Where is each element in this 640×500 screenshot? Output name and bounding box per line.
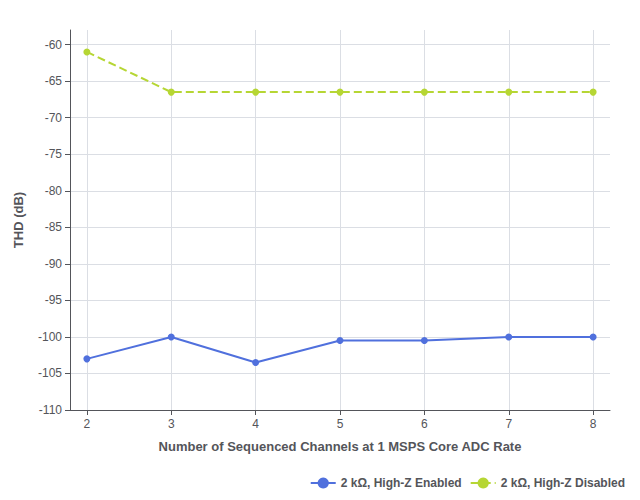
svg-text:-110: -110: [39, 403, 62, 417]
svg-text:-100: -100: [38, 330, 62, 344]
svg-text:2: 2: [84, 417, 91, 431]
svg-text:Number of Sequenced Channels a: Number of Sequenced Channels at 1 MSPS C…: [159, 439, 522, 454]
svg-text:3: 3: [168, 417, 175, 431]
svg-text:6: 6: [421, 417, 428, 431]
svg-text:-85: -85: [45, 220, 63, 234]
svg-text:-70: -70: [45, 111, 63, 125]
svg-text:7: 7: [505, 417, 512, 431]
svg-text:-60: -60: [45, 38, 63, 52]
svg-text:-95: -95: [45, 293, 63, 307]
svg-text:4: 4: [252, 417, 259, 431]
svg-text:THD (dB): THD (dB): [11, 192, 26, 248]
svg-text:2 kΩ, High-Z Enabled: 2 kΩ, High-Z Enabled: [341, 476, 462, 490]
svg-text:-90: -90: [45, 257, 63, 271]
svg-text:-75: -75: [45, 147, 63, 161]
svg-text:5: 5: [337, 417, 344, 431]
svg-text:-105: -105: [38, 366, 62, 380]
svg-text:2 kΩ, High-Z Disabled: 2 kΩ, High-Z Disabled: [501, 476, 625, 490]
svg-text:-65: -65: [45, 74, 63, 88]
svg-text:8: 8: [590, 417, 597, 431]
svg-text:-80: -80: [45, 184, 63, 198]
